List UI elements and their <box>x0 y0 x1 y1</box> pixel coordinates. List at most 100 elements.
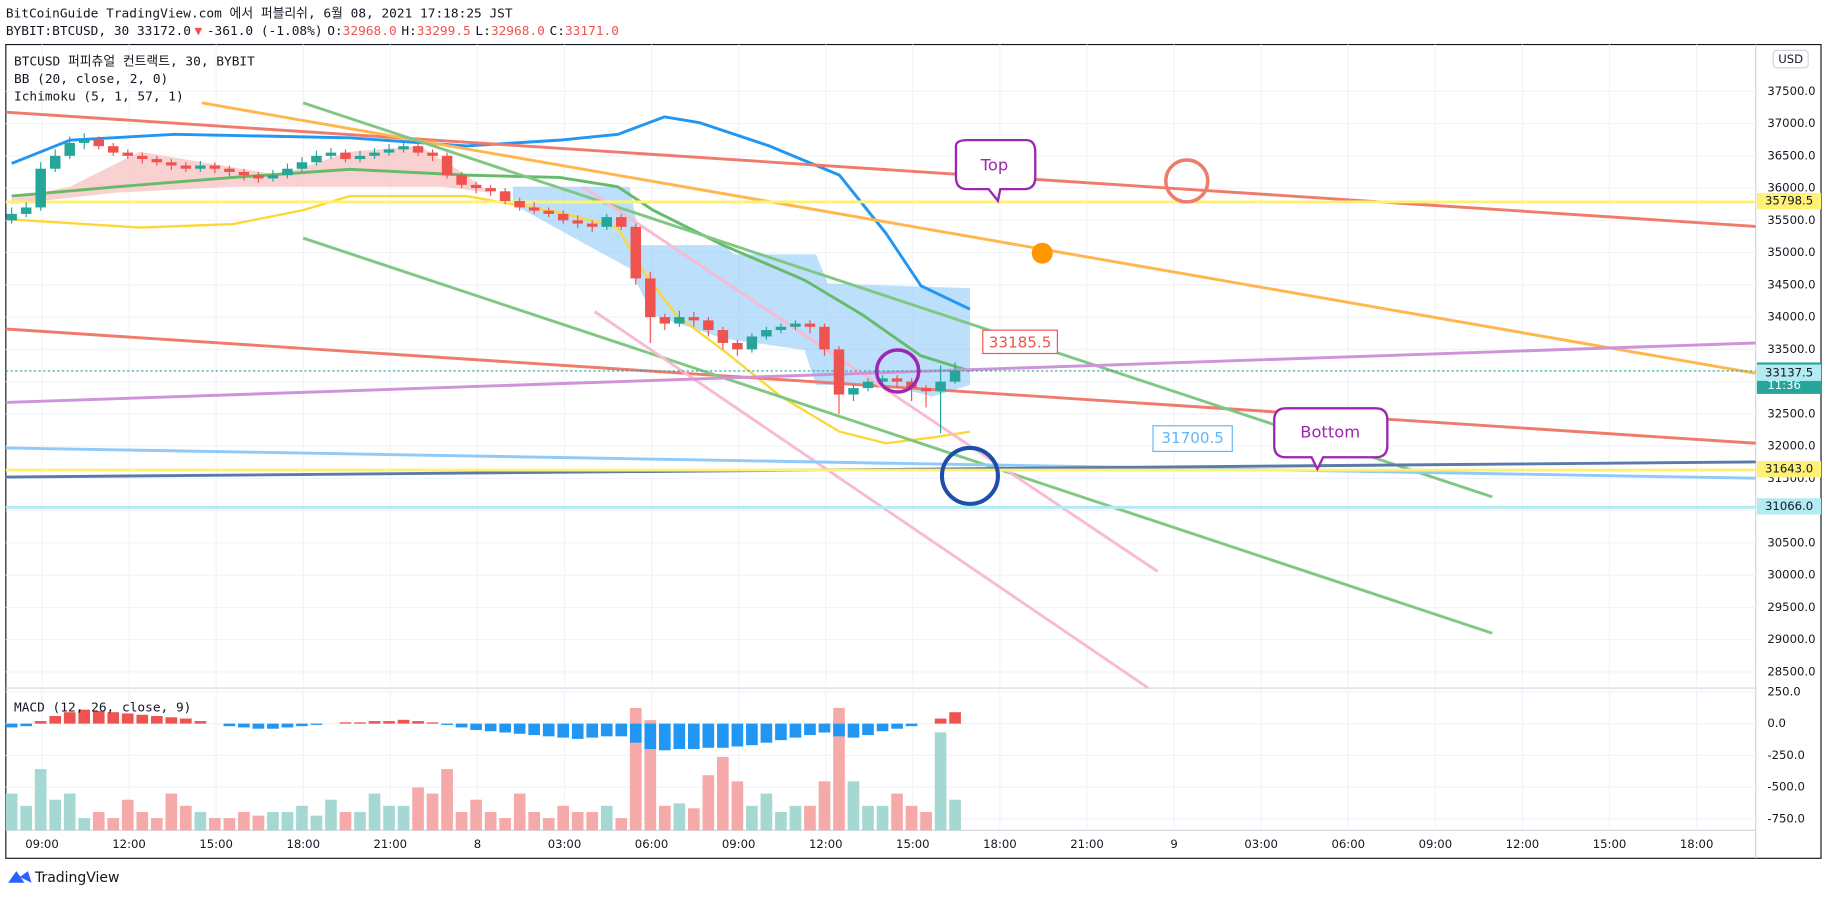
speech-bubble <box>1273 407 1389 472</box>
candle-body <box>732 342 743 350</box>
candle-body <box>6 213 17 221</box>
candle-body <box>108 146 119 153</box>
candle-body <box>398 146 409 150</box>
price-axis: 37500.0 37000.0 36500.0 36000.0 35500.0 35000… <box>1756 84 1822 825</box>
y-tick-label: 34500.0 <box>1767 277 1815 291</box>
macd-bar <box>629 723 642 743</box>
candle-body <box>238 171 250 176</box>
price-note: 33185.5 <box>989 333 1052 351</box>
macd-bar <box>252 723 265 729</box>
candle-body <box>761 330 772 337</box>
candle-body <box>819 326 830 350</box>
volume-bar <box>586 811 599 831</box>
x-tick-label: 09:00 <box>1419 837 1453 851</box>
candle-body <box>122 152 134 156</box>
volume-bar <box>412 787 424 831</box>
candle-body <box>703 320 714 331</box>
volume-bar <box>658 805 671 831</box>
candle-body <box>630 226 642 279</box>
volume-bar <box>107 818 120 831</box>
candle-body <box>572 220 583 224</box>
candle-body <box>64 142 75 156</box>
candle-body <box>877 378 888 382</box>
candle-body <box>645 278 656 318</box>
candle-body <box>296 162 308 169</box>
volume-bar <box>20 805 33 831</box>
candle-body <box>427 152 438 156</box>
macd-bar <box>397 719 410 724</box>
macd-bar <box>789 723 802 738</box>
volume-bar <box>121 799 134 831</box>
price-note-box <box>1152 425 1233 452</box>
volume-bar <box>325 799 337 831</box>
macd-bar <box>49 716 62 724</box>
x-tick-label: 06:00 <box>635 837 669 851</box>
volume-bar <box>775 811 787 831</box>
y-tick-label: 34000.0 <box>1767 310 1815 324</box>
volume-bar <box>833 707 845 831</box>
volume-bar <box>760 793 773 831</box>
volume-bar <box>339 811 352 831</box>
y-tick-label: 29000.0 <box>1767 632 1815 646</box>
volume-bar <box>629 707 642 831</box>
smiley-icon <box>1164 158 1210 204</box>
macd-bar <box>470 723 482 730</box>
y-tick-label: 35500.0 <box>1767 213 1815 227</box>
volume-bar <box>542 818 555 831</box>
volume-bar <box>223 818 236 831</box>
bb-upper <box>11 115 971 311</box>
macd-bar <box>383 721 395 724</box>
macd-bar <box>818 723 831 733</box>
macd-bar <box>78 709 91 724</box>
candle-body <box>137 155 148 160</box>
volume-bar <box>644 720 657 831</box>
volume-bar <box>281 811 294 831</box>
macd-bar <box>760 723 773 743</box>
y-tick-label: 36000.0 <box>1767 181 1815 195</box>
macd-title: MACD (12, 26, close, 9) <box>14 700 191 715</box>
price-note: 31700.5 <box>1161 429 1224 447</box>
x-tick-label: 15:00 <box>1593 837 1627 851</box>
y-tick-label: 35000.0 <box>1767 245 1815 259</box>
macd-bar <box>150 716 163 724</box>
candle-body <box>93 139 104 147</box>
volume-bar <box>238 811 250 831</box>
change: -361.0 (-1.08%) <box>207 24 323 39</box>
candle-body <box>340 152 351 160</box>
y-tick-label: 33500.0 <box>1767 342 1815 356</box>
candle-body <box>180 165 192 169</box>
candle-body <box>949 370 961 382</box>
candle-body <box>935 381 946 392</box>
volume-bar <box>34 769 47 831</box>
macd-histogram <box>5 709 961 751</box>
candle-body <box>49 155 61 169</box>
x-tick-label: 03:00 <box>548 837 582 851</box>
macd-bar <box>746 723 758 746</box>
volume-bar <box>934 732 947 831</box>
x-tick-label: 03:00 <box>1244 837 1278 851</box>
volume-bar <box>165 793 178 831</box>
volume-bar <box>136 811 149 831</box>
ohlc-key: O: <box>327 24 342 39</box>
candle-body <box>354 155 366 160</box>
candle-body <box>862 381 874 389</box>
volume-bar <box>397 805 410 831</box>
macd-bar <box>673 723 686 750</box>
macd-bar <box>296 723 308 727</box>
change-arrow: ▼ <box>194 24 202 39</box>
logo <box>8 871 32 883</box>
candle-body <box>804 323 816 327</box>
macd-bar <box>107 712 120 724</box>
volume-bar <box>804 805 816 831</box>
price-label-box <box>1756 364 1822 381</box>
y-tick-label: 28500.0 <box>1767 664 1815 678</box>
price-label: 35798.5 <box>1765 194 1813 208</box>
candle-body <box>688 317 700 321</box>
macd-bar <box>557 723 570 738</box>
macd-bar <box>310 723 323 725</box>
x-tick-label: 21:00 <box>1070 837 1104 851</box>
macd-bar <box>441 723 453 725</box>
macd-bar <box>876 723 889 732</box>
annotation-top: Top <box>980 155 1009 174</box>
macd-bar <box>775 723 787 741</box>
